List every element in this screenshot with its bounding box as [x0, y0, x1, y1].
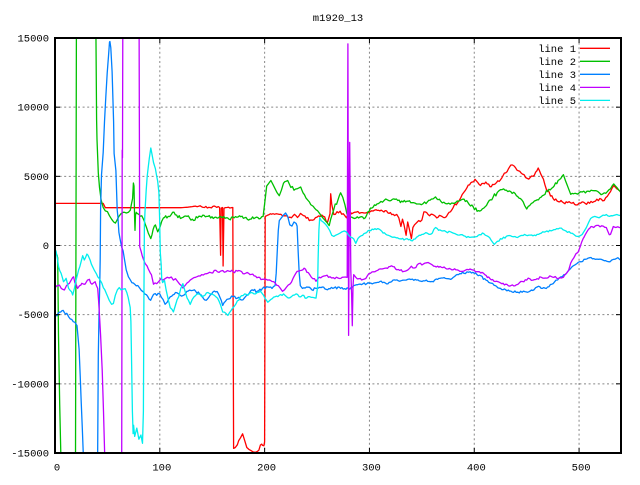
svg-text:300: 300: [362, 463, 381, 475]
svg-text:-15000: -15000: [11, 449, 49, 461]
svg-text:0: 0: [43, 241, 49, 253]
svg-text:-5000: -5000: [17, 310, 49, 322]
svg-text:line 4: line 4: [538, 83, 576, 95]
svg-text:200: 200: [257, 463, 276, 475]
svg-text:-10000: -10000: [11, 379, 49, 391]
svg-text:line 3: line 3: [538, 70, 576, 82]
svg-text:10000: 10000: [17, 103, 49, 115]
svg-text:15000: 15000: [17, 34, 49, 46]
svg-text:0: 0: [54, 463, 60, 475]
svg-text:line 1: line 1: [538, 44, 576, 56]
svg-text:5000: 5000: [24, 172, 49, 184]
svg-text:line 2: line 2: [538, 57, 576, 69]
svg-text:m1920_13: m1920_13: [313, 13, 363, 25]
svg-text:500: 500: [572, 463, 591, 475]
svg-text:400: 400: [467, 463, 486, 475]
svg-text:100: 100: [152, 463, 171, 475]
svg-text:line 5: line 5: [538, 96, 576, 108]
